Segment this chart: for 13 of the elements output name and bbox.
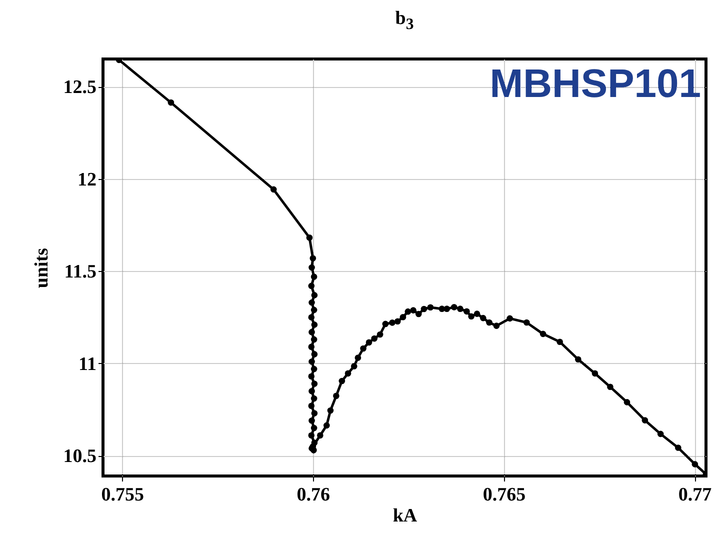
y-tick-label: 12.5	[63, 77, 96, 98]
x-axis-title: kA	[392, 506, 418, 526]
x-tick-label: 0.755	[101, 484, 144, 506]
x-tick-label: 0.77	[678, 484, 712, 506]
y-axis-title: units	[31, 248, 52, 288]
x-tick-label: 0.76	[296, 484, 330, 506]
y-tick-label: 11.5	[64, 262, 96, 283]
y-tick-label: 11	[78, 354, 96, 375]
y-tick-label: 12	[78, 169, 96, 190]
x-tick-label: 0.765	[482, 484, 526, 506]
annotation: MBHSP101	[490, 62, 701, 107]
chart-title: b$_{3}$	[394, 8, 415, 34]
y-tick-label: 10.5	[63, 446, 96, 468]
